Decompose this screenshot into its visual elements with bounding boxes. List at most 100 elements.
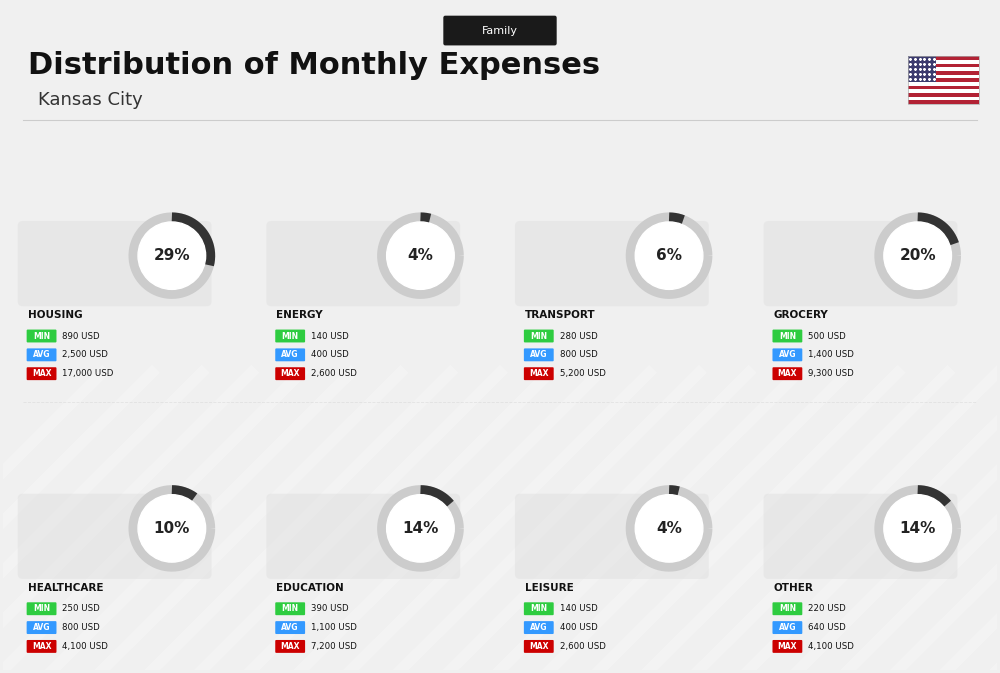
Text: 1,100 USD: 1,100 USD (311, 623, 357, 632)
FancyBboxPatch shape (266, 221, 460, 306)
Text: 140 USD: 140 USD (311, 332, 349, 341)
FancyBboxPatch shape (18, 221, 212, 306)
Text: 4%: 4% (408, 248, 433, 263)
FancyBboxPatch shape (275, 349, 305, 361)
Text: 890 USD: 890 USD (62, 332, 100, 341)
FancyBboxPatch shape (275, 640, 305, 653)
Text: 640 USD: 640 USD (808, 623, 846, 632)
Text: LEISURE: LEISURE (525, 583, 574, 593)
Text: Kansas City: Kansas City (38, 91, 142, 109)
Circle shape (138, 495, 206, 562)
Text: 6%: 6% (656, 248, 682, 263)
FancyBboxPatch shape (275, 602, 305, 615)
FancyBboxPatch shape (27, 640, 56, 653)
FancyBboxPatch shape (764, 221, 957, 306)
Text: HEALTHCARE: HEALTHCARE (28, 583, 103, 593)
Text: MAX: MAX (529, 642, 549, 651)
Text: GROCERY: GROCERY (773, 310, 828, 320)
FancyBboxPatch shape (772, 640, 802, 653)
FancyBboxPatch shape (908, 60, 979, 64)
Text: 4%: 4% (656, 521, 682, 536)
FancyBboxPatch shape (908, 57, 979, 60)
Text: 2,500 USD: 2,500 USD (62, 351, 108, 359)
FancyBboxPatch shape (27, 367, 56, 380)
Circle shape (884, 222, 951, 289)
Text: 220 USD: 220 USD (808, 604, 846, 613)
Text: AVG: AVG (530, 623, 548, 632)
FancyBboxPatch shape (27, 330, 56, 343)
FancyBboxPatch shape (772, 367, 802, 380)
Circle shape (387, 222, 454, 289)
Text: 7,200 USD: 7,200 USD (311, 642, 357, 651)
Text: MIN: MIN (530, 604, 547, 613)
Text: 5,200 USD: 5,200 USD (560, 369, 606, 378)
Text: AVG: AVG (779, 351, 796, 359)
Text: Distribution of Monthly Expenses: Distribution of Monthly Expenses (28, 50, 600, 80)
Text: MAX: MAX (778, 369, 797, 378)
FancyBboxPatch shape (524, 349, 554, 361)
Circle shape (635, 222, 703, 289)
FancyBboxPatch shape (908, 75, 979, 78)
FancyBboxPatch shape (908, 64, 979, 67)
Text: AVG: AVG (33, 623, 50, 632)
Text: MAX: MAX (32, 642, 51, 651)
FancyBboxPatch shape (908, 93, 979, 97)
Text: AVG: AVG (281, 623, 299, 632)
FancyBboxPatch shape (443, 15, 557, 45)
FancyBboxPatch shape (908, 82, 979, 85)
FancyBboxPatch shape (524, 602, 554, 615)
FancyBboxPatch shape (772, 349, 802, 361)
Text: ENERGY: ENERGY (276, 310, 323, 320)
Circle shape (387, 495, 454, 562)
Circle shape (884, 495, 951, 562)
Text: MAX: MAX (280, 642, 300, 651)
FancyBboxPatch shape (772, 621, 802, 634)
Text: 9,300 USD: 9,300 USD (808, 369, 854, 378)
FancyBboxPatch shape (908, 78, 979, 82)
FancyBboxPatch shape (772, 602, 802, 615)
Text: AVG: AVG (530, 351, 548, 359)
Circle shape (138, 222, 206, 289)
Text: 1,400 USD: 1,400 USD (808, 351, 854, 359)
Text: 800 USD: 800 USD (560, 351, 597, 359)
FancyBboxPatch shape (524, 621, 554, 634)
FancyBboxPatch shape (27, 602, 56, 615)
FancyBboxPatch shape (18, 494, 212, 579)
Text: 280 USD: 280 USD (560, 332, 597, 341)
Text: 400 USD: 400 USD (311, 351, 349, 359)
FancyBboxPatch shape (908, 71, 979, 75)
Text: 20%: 20% (899, 248, 936, 263)
Text: Family: Family (482, 26, 518, 36)
Text: 29%: 29% (154, 248, 190, 263)
FancyBboxPatch shape (908, 85, 979, 90)
Text: MIN: MIN (33, 604, 50, 613)
Text: 400 USD: 400 USD (560, 623, 597, 632)
Text: 250 USD: 250 USD (62, 604, 100, 613)
FancyBboxPatch shape (524, 330, 554, 343)
Text: 2,600 USD: 2,600 USD (560, 642, 606, 651)
Text: 14%: 14% (899, 521, 936, 536)
Text: MIN: MIN (282, 604, 299, 613)
FancyBboxPatch shape (908, 100, 979, 104)
FancyBboxPatch shape (266, 494, 460, 579)
FancyBboxPatch shape (515, 494, 709, 579)
Text: 140 USD: 140 USD (560, 604, 597, 613)
Text: MAX: MAX (529, 369, 549, 378)
Text: MAX: MAX (280, 369, 300, 378)
Text: MIN: MIN (779, 332, 796, 341)
Text: 800 USD: 800 USD (62, 623, 100, 632)
Text: MIN: MIN (530, 332, 547, 341)
Text: 390 USD: 390 USD (311, 604, 349, 613)
FancyBboxPatch shape (524, 367, 554, 380)
FancyBboxPatch shape (275, 330, 305, 343)
FancyBboxPatch shape (908, 97, 979, 100)
Text: TRANSPORT: TRANSPORT (525, 310, 595, 320)
FancyBboxPatch shape (27, 349, 56, 361)
FancyBboxPatch shape (908, 57, 936, 82)
FancyBboxPatch shape (772, 330, 802, 343)
Text: AVG: AVG (281, 351, 299, 359)
FancyBboxPatch shape (275, 621, 305, 634)
FancyBboxPatch shape (764, 494, 957, 579)
FancyBboxPatch shape (908, 67, 979, 71)
Text: 10%: 10% (154, 521, 190, 536)
